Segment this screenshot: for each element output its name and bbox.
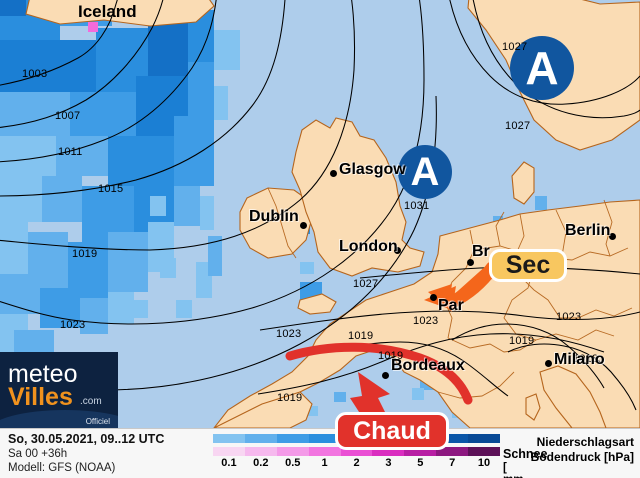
snow-scale-swatch xyxy=(308,447,341,456)
isobar-label: 1018 xyxy=(573,353,599,365)
scale-tick-label: 0.2 xyxy=(253,457,269,469)
scale-tick-label: 2 xyxy=(353,457,360,469)
rain-scale-swatch xyxy=(276,434,309,443)
snow-scale-swatch xyxy=(372,447,405,456)
isobar-label: 1019 xyxy=(509,335,535,347)
snow-scale-swatch xyxy=(276,447,309,456)
city-label: Bordeaux xyxy=(391,357,465,374)
isobar-label: 1027 xyxy=(505,120,531,132)
city-dot xyxy=(330,170,337,177)
legend-right-labels: Niederschlagsart Bodendruck [hPa] xyxy=(531,435,634,465)
scale-tick-labels: 0.1 0.2 0.5 1 2 3 5 7 10 xyxy=(213,457,500,471)
scale-tick-label: 3 xyxy=(385,457,392,469)
snow-scale-swatch xyxy=(213,447,245,456)
legend-pressure-label: Bodendruck [hPa] xyxy=(530,450,634,464)
city-label: Berlin xyxy=(565,222,611,239)
city-dot xyxy=(430,294,437,301)
model-label: Modell: GFS (NOAA) xyxy=(8,462,116,474)
snow-scale-swatch xyxy=(244,447,277,456)
valid-time-label: So, 30.05.2021, 09..12 UTC xyxy=(8,432,165,446)
city-dot xyxy=(545,360,552,367)
precipitation-colour-scale: 0.1 0.2 0.5 1 2 3 5 7 10 Schnee [ mm / h ] xyxy=(213,434,547,478)
footer-bar: So, 30.05.2021, 09..12 UTC Sa 00 +36h Mo… xyxy=(0,428,640,478)
snow-scale-swatch xyxy=(468,447,501,456)
meteovilles-logo[interactable]: meteo Villes .com Officiel xyxy=(0,352,118,428)
scale-tick-label: 1 xyxy=(321,457,328,469)
weather-map-canvas[interactable]: A A 1003 1007 1011 1015 1019 1023 1027 1… xyxy=(0,0,640,428)
pressure-centre-label: A xyxy=(525,42,559,94)
scale-tick-label: 7 xyxy=(449,457,456,469)
isobar-label: 1015 xyxy=(98,183,124,195)
isobar-label: 1019 xyxy=(378,350,404,362)
scale-tick-label: 0.1 xyxy=(221,457,237,469)
run-offset-label: Sa 00 +36h xyxy=(8,448,68,460)
scale-tick-label: 10 xyxy=(477,457,491,469)
rain-scale-swatch xyxy=(468,434,501,443)
city-label: Br xyxy=(472,243,490,260)
snow-scale-swatch xyxy=(436,447,469,456)
annotation-label: Chaud xyxy=(353,416,431,445)
isobar-label: 1007 xyxy=(55,110,81,122)
city-dot xyxy=(467,259,474,266)
pressure-centre-high-northsea[interactable]: A xyxy=(398,145,452,199)
legend-precip-type-label: Niederschlagsart xyxy=(536,435,634,449)
snow-scale-swatch xyxy=(404,447,437,456)
isobar-label: 1011 xyxy=(58,146,83,158)
city-label: Par xyxy=(438,297,464,314)
annotation-badge-sec[interactable]: Sec xyxy=(489,249,567,282)
annotation-badge-chaud[interactable]: Chaud xyxy=(335,412,449,450)
isobar-label: 1019 xyxy=(348,330,374,342)
isobar-label: 1019 xyxy=(277,392,303,404)
snow-colour-bar xyxy=(213,447,501,456)
city-dot xyxy=(394,247,401,254)
logo-line-villes: Villes xyxy=(8,383,73,411)
unit-legend-label: [ mm / h ] xyxy=(503,462,523,478)
scale-tick-label: 0.5 xyxy=(285,457,301,469)
city-label: Milano xyxy=(554,351,605,368)
city-dot xyxy=(382,372,389,379)
isobar-label: 1023 xyxy=(556,311,582,323)
isobar-label: 1023 xyxy=(276,328,302,340)
annotation-label: Sec xyxy=(505,251,551,279)
city-dot xyxy=(609,233,616,240)
logo-line-meteo: meteo xyxy=(8,360,78,388)
isobar-label: 1023 xyxy=(413,315,439,327)
logo-badge-officiel: Officiel xyxy=(81,416,114,427)
logo-domain: .com xyxy=(80,396,102,407)
rain-scale-swatch xyxy=(244,434,277,443)
pressure-centre-label: A xyxy=(410,149,440,194)
isobar-label: 1031 xyxy=(404,200,430,212)
rain-scale-swatch xyxy=(436,434,469,443)
isobar-label: 1027 xyxy=(502,41,528,53)
city-dot xyxy=(300,222,307,229)
rain-scale-swatch xyxy=(213,434,245,443)
pressure-centre-high-scandinavia[interactable]: A xyxy=(510,36,574,100)
scale-tick-label: 5 xyxy=(417,457,424,469)
city-label: Dublin xyxy=(249,208,299,225)
forecast-metadata: So, 30.05.2021, 09..12 UTC Sa 00 +36h Mo… xyxy=(8,432,164,475)
isobar-label: 1023 xyxy=(60,319,86,331)
snow-scale-swatch xyxy=(340,447,373,456)
city-label: London xyxy=(339,238,398,255)
isobar-label: 1003 xyxy=(22,68,48,80)
isobar-label: 1027 xyxy=(353,278,379,290)
country-label-iceland: Iceland xyxy=(78,2,137,21)
city-label: Glasgow xyxy=(339,161,406,178)
isobar-label: 1019 xyxy=(72,248,98,260)
rain-scale-swatch xyxy=(308,434,341,443)
snow-legend-label: Schnee xyxy=(503,447,548,461)
